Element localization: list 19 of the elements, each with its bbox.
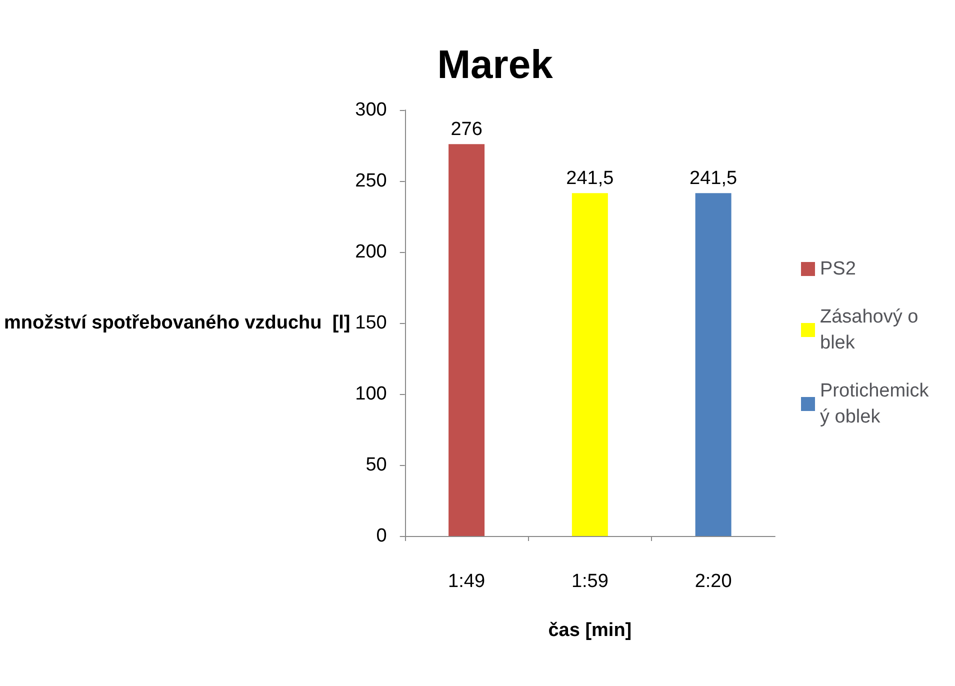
x-tick-label: 2:20 xyxy=(694,571,732,592)
chart-title: Marek xyxy=(437,43,554,87)
y-tick-label: 200 xyxy=(355,242,387,262)
data-label: 241,5 xyxy=(566,168,614,190)
y-tick-label: 250 xyxy=(355,170,387,192)
y-tick-label: 100 xyxy=(355,384,387,404)
y-tick-label: 300 xyxy=(355,100,387,120)
y-tick-label: 150 xyxy=(355,312,387,334)
y-tick-label: 50 xyxy=(366,454,387,476)
data-label: 276 xyxy=(450,119,482,140)
legend-label: PS2 xyxy=(820,258,856,280)
legend-label: Protichemický oblek xyxy=(820,380,930,428)
legend-label: Zásahový oblek xyxy=(820,306,918,354)
y-axis-title: množství spotřebovaného vzduchu [l] xyxy=(4,312,350,334)
y-tick-label: 0 xyxy=(376,526,387,546)
x-axis-title: čas [min] xyxy=(548,620,632,641)
x-tick-label: 1:49 xyxy=(448,571,486,592)
x-tick-label: 1:59 xyxy=(571,571,608,592)
data-label: 241,5 xyxy=(690,168,738,190)
